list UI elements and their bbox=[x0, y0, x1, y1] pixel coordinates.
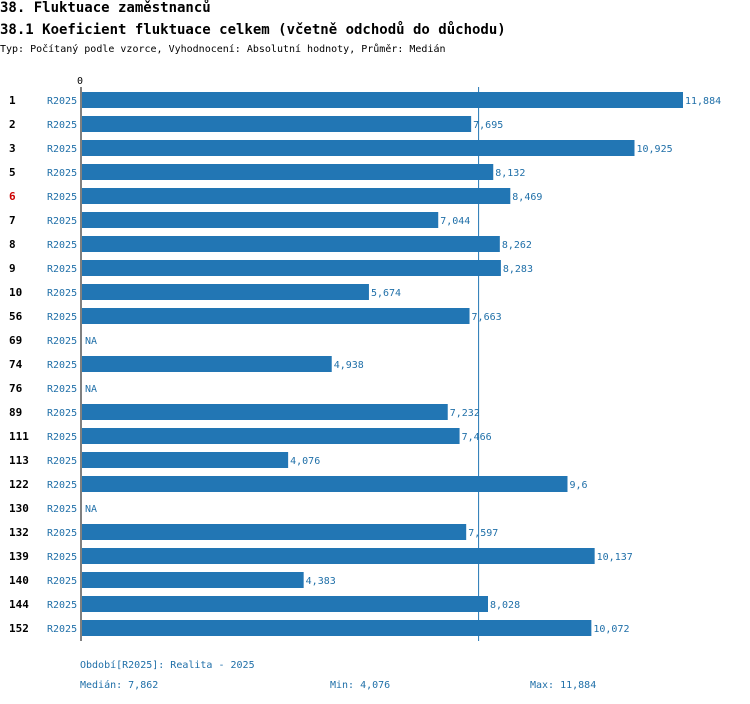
chart-info: Typ: Počítaný podle vzorce, Vyhodnocení:… bbox=[0, 44, 446, 55]
bar bbox=[82, 140, 635, 156]
bar bbox=[82, 164, 494, 180]
category-label: 140 bbox=[9, 574, 29, 587]
category-label: 139 bbox=[9, 550, 29, 563]
category-label: 74 bbox=[9, 358, 23, 371]
data-label: 7,695 bbox=[473, 120, 503, 131]
period-label: R2025 bbox=[47, 312, 77, 323]
data-label: 7,663 bbox=[472, 312, 502, 323]
bar bbox=[82, 212, 439, 228]
chart-subtitle: 38.1 Koeficient fluktuace celkem (včetně… bbox=[0, 22, 506, 38]
period-label: R2025 bbox=[47, 96, 77, 107]
bar bbox=[82, 524, 467, 540]
bar bbox=[82, 452, 289, 468]
data-label: 4,938 bbox=[334, 360, 364, 371]
footer-median: Medián: 7,862 bbox=[80, 680, 159, 691]
period-label: R2025 bbox=[47, 432, 77, 443]
period-label: R2025 bbox=[47, 264, 77, 275]
period-label: R2025 bbox=[47, 336, 77, 347]
period-label: R2025 bbox=[47, 120, 77, 131]
category-label: 89 bbox=[9, 406, 22, 419]
category-label: 76 bbox=[9, 382, 23, 395]
period-label: R2025 bbox=[47, 216, 77, 227]
category-label: 5 bbox=[9, 166, 16, 179]
category-label: 113 bbox=[9, 454, 29, 467]
data-label: 11,884 bbox=[685, 96, 721, 107]
bar bbox=[82, 284, 369, 300]
period-label: R2025 bbox=[47, 408, 77, 419]
data-label: 10,072 bbox=[593, 624, 629, 635]
category-label: 132 bbox=[9, 526, 29, 539]
category-label: 69 bbox=[9, 334, 22, 347]
data-label: 10,137 bbox=[597, 552, 633, 563]
category-label: 2 bbox=[9, 118, 16, 131]
bar bbox=[82, 236, 500, 252]
period-label: R2025 bbox=[47, 240, 77, 251]
category-label: 122 bbox=[9, 478, 29, 491]
period-label: R2025 bbox=[47, 576, 77, 587]
data-label: 9,6 bbox=[569, 480, 587, 491]
data-label: 4,383 bbox=[306, 576, 336, 587]
na-label: NA bbox=[85, 384, 97, 395]
bar bbox=[82, 116, 472, 132]
period-label: R2025 bbox=[47, 480, 77, 491]
data-label: 8,469 bbox=[512, 192, 542, 203]
category-label: 111 bbox=[9, 430, 29, 443]
data-label: 8,028 bbox=[490, 600, 520, 611]
bar bbox=[82, 596, 488, 612]
category-label: 144 bbox=[9, 598, 29, 611]
bar bbox=[82, 260, 501, 276]
bar bbox=[82, 308, 470, 324]
period-label: R2025 bbox=[47, 384, 77, 395]
data-label: 10,925 bbox=[637, 144, 673, 155]
data-label: 7,597 bbox=[468, 528, 498, 539]
data-label: 4,076 bbox=[290, 456, 320, 467]
category-label: 3 bbox=[9, 142, 16, 155]
bar bbox=[82, 620, 592, 636]
period-label: R2025 bbox=[47, 456, 77, 467]
footer-period: Období[R2025]: Realita - 2025 bbox=[80, 660, 255, 671]
data-label: 7,466 bbox=[462, 432, 492, 443]
period-label: R2025 bbox=[47, 528, 77, 539]
category-label: 1 bbox=[9, 94, 16, 107]
bar bbox=[82, 188, 511, 204]
data-label: 8,262 bbox=[502, 240, 532, 251]
category-label: 8 bbox=[9, 238, 16, 251]
category-label: 152 bbox=[9, 622, 29, 635]
period-label: R2025 bbox=[47, 552, 77, 563]
period-label: R2025 bbox=[47, 624, 77, 635]
bar bbox=[82, 356, 332, 372]
bar bbox=[82, 428, 460, 444]
data-label: 5,674 bbox=[371, 288, 401, 299]
category-label: 10 bbox=[9, 286, 22, 299]
period-label: R2025 bbox=[47, 144, 77, 155]
na-label: NA bbox=[85, 504, 97, 515]
category-label: 6 bbox=[9, 190, 16, 203]
category-label: 130 bbox=[9, 502, 29, 515]
period-label: R2025 bbox=[47, 600, 77, 611]
category-label: 56 bbox=[9, 310, 23, 323]
footer-max: Max: 11,884 bbox=[530, 680, 597, 691]
bar bbox=[82, 548, 595, 564]
bar bbox=[82, 404, 448, 420]
period-label: R2025 bbox=[47, 192, 77, 203]
period-label: R2025 bbox=[47, 288, 77, 299]
data-label: 8,283 bbox=[503, 264, 533, 275]
bar bbox=[82, 92, 683, 108]
axis-zero-label: 0 bbox=[77, 76, 83, 87]
bar bbox=[82, 572, 304, 588]
bar bbox=[82, 476, 568, 492]
category-label: 7 bbox=[9, 214, 16, 227]
data-label: 7,044 bbox=[440, 216, 470, 227]
period-label: R2025 bbox=[47, 360, 77, 371]
category-label: 9 bbox=[9, 262, 16, 275]
page-title: 38. Fluktuace zaměstnanců bbox=[0, 0, 211, 16]
data-label: 7,232 bbox=[450, 408, 480, 419]
data-label: 8,132 bbox=[495, 168, 525, 179]
period-label: R2025 bbox=[47, 168, 77, 179]
footer-min: Min: 4,076 bbox=[330, 680, 391, 691]
na-label: NA bbox=[85, 336, 97, 347]
period-label: R2025 bbox=[47, 504, 77, 515]
